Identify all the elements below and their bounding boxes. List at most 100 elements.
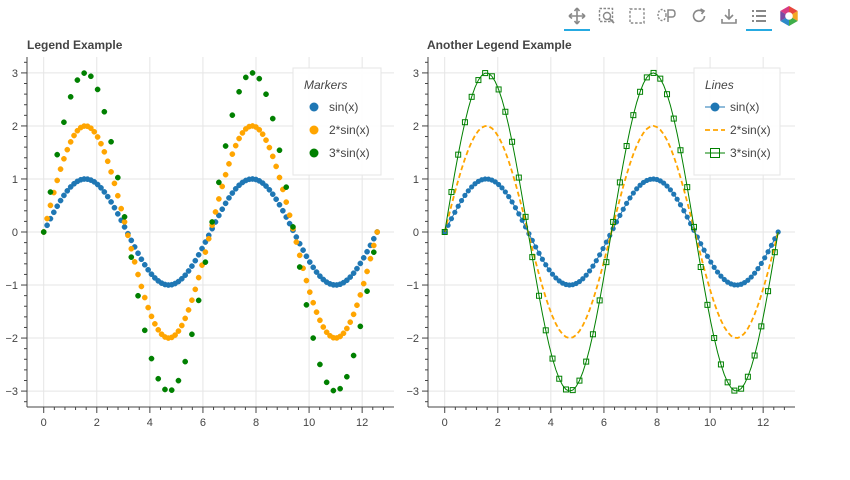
data-point [98, 184, 104, 191]
pan-tool[interactable] [562, 2, 592, 31]
x-tick-label: 8 [253, 417, 259, 429]
legend-item[interactable]: 3*sin(x) [309, 146, 370, 160]
box-select-tool[interactable] [622, 2, 652, 30]
data-point [128, 245, 135, 252]
data-point [269, 153, 276, 160]
data-point [209, 219, 215, 225]
data-point [374, 229, 381, 235]
data-point [283, 199, 290, 205]
data-point [293, 239, 300, 245]
legend-label: sin(x) [730, 100, 759, 114]
data-point [738, 385, 745, 392]
data-point [502, 108, 509, 115]
legend-item[interactable]: 3*sin(x) [705, 146, 771, 160]
data-point [455, 203, 461, 209]
legend-item[interactable]: 2*sin(x) [309, 123, 370, 137]
data-point [219, 206, 226, 213]
data-point [286, 220, 293, 227]
legend[interactable]: Lines sin(x) 2*sin(x) 3*sin(x) [693, 67, 781, 176]
data-point [266, 186, 273, 193]
data-point [370, 249, 377, 256]
data-point [367, 255, 374, 262]
data-point [317, 361, 323, 368]
data-point [499, 185, 505, 191]
data-point [216, 196, 222, 202]
data-point [195, 274, 202, 281]
data-point [610, 218, 617, 225]
data-point [138, 283, 145, 290]
y-tick-label: 0 [413, 227, 419, 239]
data-point [239, 130, 246, 136]
data-point [182, 272, 189, 279]
data-point [263, 137, 269, 143]
data-point [303, 302, 310, 308]
y-tick-label: −3 [406, 386, 419, 398]
data-point [620, 206, 626, 212]
data-point [155, 375, 162, 382]
data-point [360, 280, 367, 287]
y-tick-label: −1 [406, 280, 419, 292]
data-point [596, 297, 603, 304]
y-tick-label: 1 [12, 174, 18, 186]
data-point [533, 244, 539, 250]
data-point [745, 277, 751, 283]
data-point [748, 274, 754, 280]
data-point [108, 199, 114, 205]
data-point [185, 307, 192, 313]
data-point [182, 315, 189, 322]
legend[interactable]: Markers sin(x) 2*sin(x) 3*sin(x) [292, 67, 382, 176]
y-tick-label: −1 [5, 280, 18, 292]
legend-item[interactable]: sin(x) [705, 100, 759, 114]
data-point [300, 247, 306, 253]
data-point [195, 297, 202, 304]
data-point [569, 387, 576, 394]
legend-item[interactable]: sin(x) [309, 100, 359, 114]
y-tick-label: 2 [12, 121, 18, 133]
data-point [711, 264, 717, 270]
data-point [616, 179, 623, 186]
data-point [452, 209, 458, 215]
data-point [296, 252, 303, 259]
data-point [182, 358, 189, 365]
data-point [236, 88, 242, 95]
data-point [661, 180, 667, 186]
data-point [168, 387, 175, 393]
data-point [495, 86, 502, 93]
data-point [175, 328, 182, 334]
data-point [310, 299, 317, 306]
data-point [344, 373, 350, 380]
legend-tool[interactable] [744, 2, 774, 31]
data-point [516, 211, 522, 217]
legend-box [693, 67, 781, 176]
data-point [222, 143, 229, 149]
box-zoom-tool[interactable] [592, 2, 622, 30]
x-tick-label: 6 [200, 417, 206, 429]
data-point [465, 188, 471, 194]
data-point [576, 377, 583, 384]
data-point [286, 212, 293, 219]
data-point [189, 331, 195, 338]
data-point [138, 256, 145, 263]
y-tick-label: −3 [5, 386, 18, 398]
data-point [515, 174, 522, 181]
data-point [593, 258, 599, 264]
reset-tool[interactable] [684, 2, 714, 30]
legend-item[interactable]: 2*sin(x) [705, 123, 771, 137]
data-point [94, 181, 101, 188]
chart-title: Another Legend Example [427, 38, 572, 52]
data-point [108, 138, 114, 145]
y-tick-label: 0 [12, 227, 18, 239]
data-point [370, 242, 377, 249]
bokeh-logo[interactable] [774, 2, 804, 30]
data-point [357, 292, 364, 298]
lasso-select-tool[interactable] [652, 2, 682, 30]
legend-glyph [309, 102, 319, 112]
data-point [441, 229, 448, 235]
data-point [141, 327, 148, 334]
data-point [101, 189, 108, 195]
data-point [276, 201, 283, 208]
save-tool[interactable] [714, 2, 744, 30]
data-point [128, 254, 135, 260]
data-point [162, 386, 168, 393]
data-point [121, 224, 128, 230]
